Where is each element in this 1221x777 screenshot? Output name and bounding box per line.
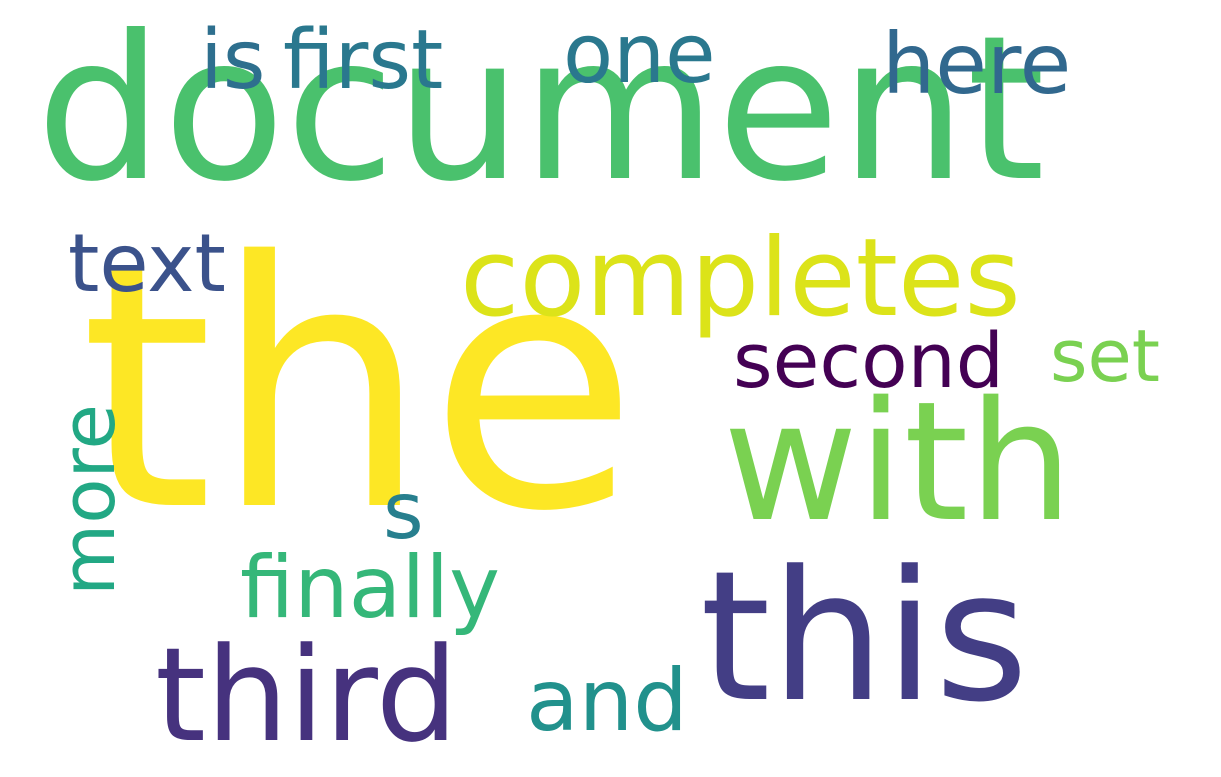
word-finally: finally bbox=[240, 538, 501, 638]
word-this: this bbox=[700, 533, 1029, 742]
word-set: set bbox=[1050, 314, 1161, 398]
word-second: second bbox=[733, 316, 1005, 405]
word-first: first bbox=[283, 13, 444, 108]
word-the: the bbox=[80, 190, 638, 586]
word-and: and bbox=[526, 651, 688, 751]
word-document: document bbox=[36, 0, 1046, 226]
word-is: is bbox=[200, 13, 266, 108]
word-s: s bbox=[383, 467, 424, 557]
word-third: third bbox=[155, 619, 459, 771]
word-here: here bbox=[882, 15, 1072, 113]
word-text: text bbox=[68, 217, 226, 310]
word-more: more bbox=[45, 404, 132, 596]
word-completes: completes bbox=[460, 216, 1021, 341]
word-with: with bbox=[723, 366, 1074, 558]
word-one: one bbox=[563, 7, 716, 102]
